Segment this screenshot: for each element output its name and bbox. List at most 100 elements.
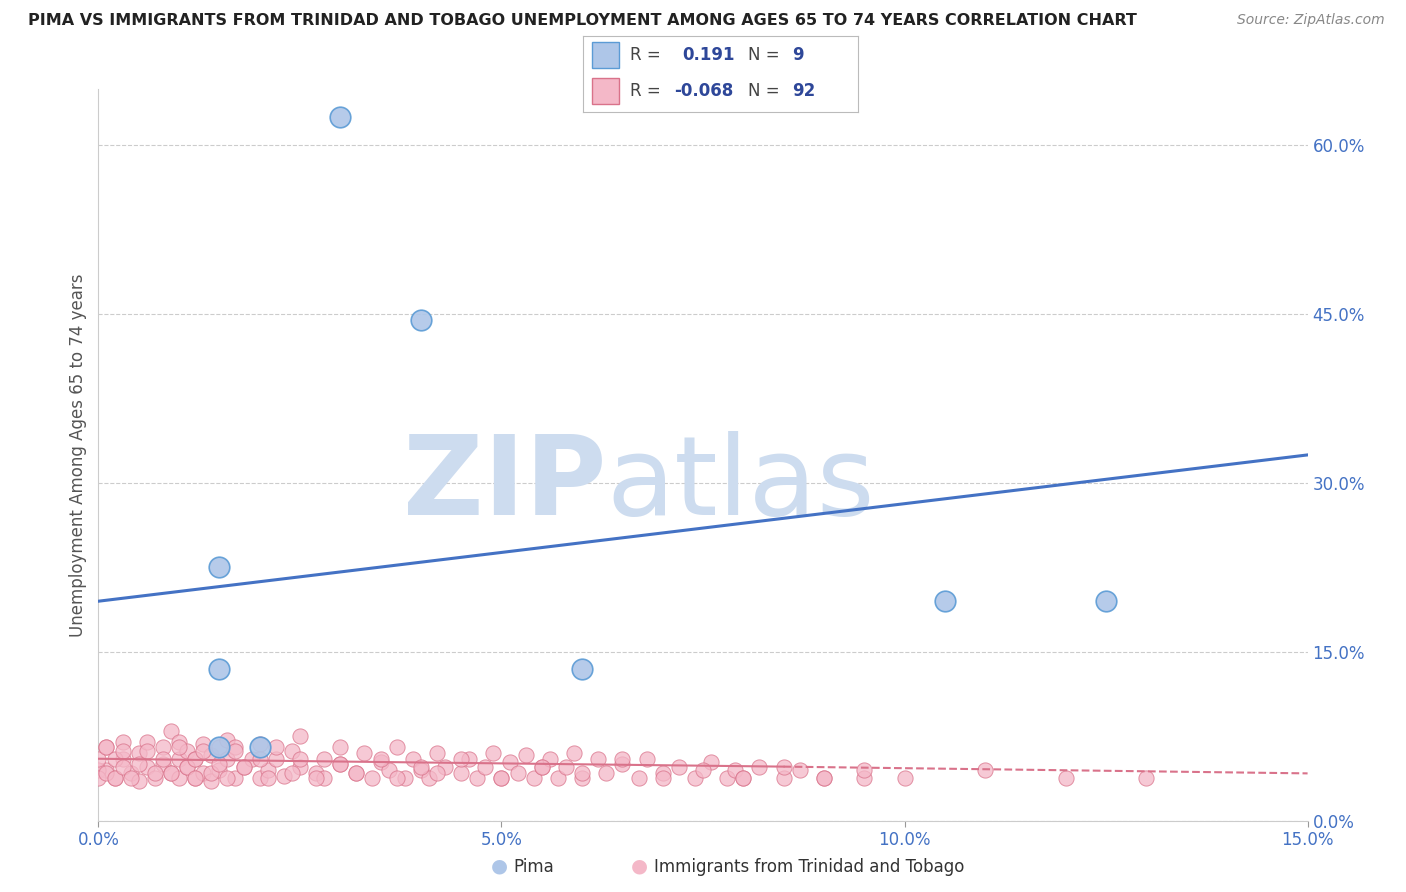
Text: 92: 92 <box>792 82 815 100</box>
Point <box>370 752 392 766</box>
Point <box>249 752 271 766</box>
Point <box>208 763 231 777</box>
Point <box>96 763 118 777</box>
Point <box>651 766 673 780</box>
Point <box>217 732 239 747</box>
Point <box>627 771 650 785</box>
Point <box>506 766 529 780</box>
Point <box>143 766 166 780</box>
Point <box>612 757 634 772</box>
Point <box>111 744 134 758</box>
Point <box>458 752 481 766</box>
Point <box>217 771 239 785</box>
Point <box>426 766 449 780</box>
Point <box>143 771 166 785</box>
Point <box>167 735 190 749</box>
Point <box>103 771 125 785</box>
Point <box>344 766 367 780</box>
Point <box>264 752 287 766</box>
Point <box>128 746 150 760</box>
Point <box>208 740 231 755</box>
Point <box>256 763 278 777</box>
Point <box>530 759 553 773</box>
Point <box>111 752 134 766</box>
Text: PIMA VS IMMIGRANTS FROM TRINIDAD AND TOBAGO UNEMPLOYMENT AMONG AGES 65 TO 74 YEA: PIMA VS IMMIGRANTS FROM TRINIDAD AND TOB… <box>28 13 1137 29</box>
Point <box>103 752 125 766</box>
Point <box>152 757 174 772</box>
Point <box>288 752 311 766</box>
Point <box>314 771 336 785</box>
Point <box>176 759 198 773</box>
Point <box>893 771 915 785</box>
Point <box>974 763 997 777</box>
Point <box>370 755 392 769</box>
Text: Source: ZipAtlas.com: Source: ZipAtlas.com <box>1237 13 1385 28</box>
Point <box>103 771 125 785</box>
Point <box>853 763 876 777</box>
Point <box>402 752 425 766</box>
Point <box>224 744 246 758</box>
Point <box>434 759 457 773</box>
Point <box>87 771 110 785</box>
Point <box>96 766 118 780</box>
Point <box>249 771 271 785</box>
Point <box>176 744 198 758</box>
Point <box>208 740 231 755</box>
Point <box>135 759 157 773</box>
Text: N =: N = <box>748 82 779 100</box>
Point <box>184 752 207 766</box>
Point <box>530 759 553 773</box>
Point <box>281 744 304 758</box>
Point <box>208 662 231 676</box>
Point <box>1054 771 1077 785</box>
Text: ●: ● <box>631 857 648 876</box>
Point <box>217 752 239 766</box>
Point <box>96 740 118 755</box>
Point <box>409 763 432 777</box>
Text: 0.191: 0.191 <box>682 45 735 63</box>
Point <box>273 769 295 783</box>
Point <box>683 771 706 785</box>
Point <box>700 755 723 769</box>
Point <box>135 735 157 749</box>
Point <box>184 771 207 785</box>
Point <box>329 740 352 755</box>
Point <box>385 771 408 785</box>
Point <box>538 752 561 766</box>
Point <box>733 771 755 785</box>
Point <box>224 740 246 755</box>
Point <box>465 771 488 785</box>
Point <box>240 752 263 766</box>
Point <box>305 766 328 780</box>
Point <box>789 763 811 777</box>
Point <box>256 771 278 785</box>
Point <box>160 723 183 738</box>
Point <box>733 771 755 785</box>
Point <box>361 771 384 785</box>
Point <box>176 759 198 773</box>
Point <box>491 771 513 785</box>
Point <box>329 757 352 772</box>
Point <box>409 313 432 327</box>
Point <box>571 771 593 785</box>
Point <box>128 757 150 772</box>
Point <box>167 740 190 755</box>
Text: -0.068: -0.068 <box>673 82 733 100</box>
Point <box>120 766 142 780</box>
Point <box>184 752 207 766</box>
Point <box>208 560 231 574</box>
Point <box>426 746 449 760</box>
Point <box>329 111 352 125</box>
Point <box>288 759 311 773</box>
Point <box>111 759 134 773</box>
Point <box>571 662 593 676</box>
Point <box>813 771 835 785</box>
Point <box>152 740 174 755</box>
Point <box>305 771 328 785</box>
Point <box>377 763 399 777</box>
Bar <box>592 42 619 68</box>
Text: R =: R = <box>630 82 661 100</box>
Point <box>314 752 336 766</box>
Point <box>853 771 876 785</box>
Point <box>724 763 747 777</box>
